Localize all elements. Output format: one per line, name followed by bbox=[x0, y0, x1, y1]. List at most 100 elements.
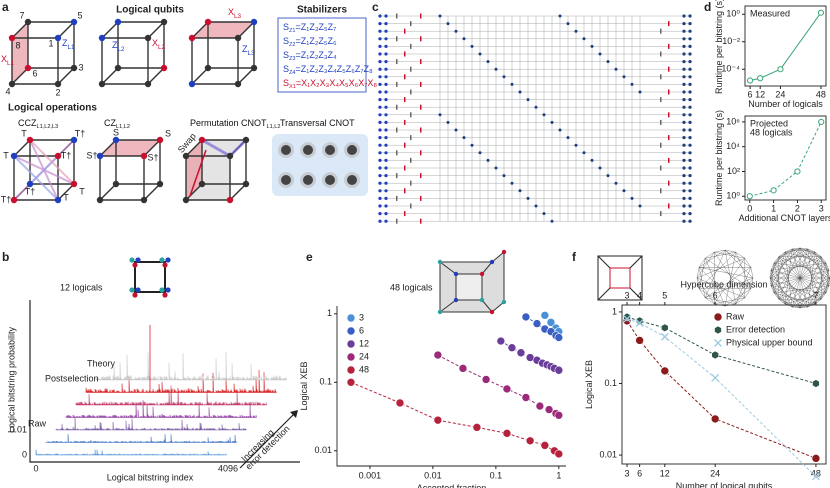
node bbox=[688, 105, 692, 109]
cube-edge bbox=[147, 21, 165, 39]
qubit bbox=[489, 309, 495, 315]
series-line bbox=[749, 121, 822, 197]
y-axis-label: Logical XEB bbox=[584, 360, 594, 409]
label-base: X bbox=[228, 7, 234, 17]
node bbox=[682, 90, 686, 94]
label-sub: Z3 bbox=[289, 56, 296, 62]
qubit bbox=[8, 34, 16, 42]
graph bbox=[814, 251, 822, 257]
cnot-dot bbox=[606, 60, 610, 64]
x-axis-label: Additional CNOT layers bbox=[739, 213, 830, 223]
y-tick-label: 0.01 bbox=[314, 445, 332, 455]
node bbox=[688, 128, 692, 132]
cnot-dot bbox=[518, 90, 522, 94]
node bbox=[688, 14, 692, 18]
gate-label: T bbox=[3, 150, 9, 160]
graph bbox=[784, 248, 793, 253]
qubit bbox=[24, 18, 32, 26]
node bbox=[688, 52, 692, 56]
graph bbox=[807, 270, 830, 308]
label-base: Permutation CNOT bbox=[190, 118, 267, 128]
node bbox=[688, 143, 692, 147]
graph bbox=[724, 288, 751, 307]
x2-tick-label: 7 bbox=[813, 290, 818, 300]
node bbox=[378, 143, 382, 147]
graph bbox=[724, 249, 751, 268]
trace-label: Postselection bbox=[45, 373, 99, 383]
graph bbox=[769, 256, 822, 279]
qubit bbox=[135, 257, 141, 263]
gate-label: S† bbox=[86, 150, 97, 160]
x-tick-label: 0.1 bbox=[490, 471, 503, 481]
panel-label: f bbox=[572, 250, 577, 264]
x2-tick-label: 5 bbox=[662, 290, 667, 300]
y-tick-label: 0.01 bbox=[9, 424, 27, 434]
legend-marker bbox=[714, 325, 722, 335]
cube-edge bbox=[143, 139, 161, 157]
qubit bbox=[96, 152, 104, 160]
cube-edge bbox=[11, 21, 29, 39]
graph bbox=[609, 267, 631, 289]
graph bbox=[705, 252, 715, 259]
gate-label: S† bbox=[147, 152, 158, 162]
gate-label: T bbox=[21, 128, 27, 138]
node bbox=[682, 174, 686, 178]
qubit bbox=[160, 64, 168, 72]
node bbox=[378, 189, 382, 193]
qubit bbox=[198, 136, 206, 144]
graph bbox=[778, 277, 830, 300]
y-tick-label: 1 bbox=[327, 308, 332, 318]
gate bbox=[404, 188, 406, 194]
node bbox=[384, 166, 388, 170]
marker bbox=[433, 350, 443, 360]
panel-label: d bbox=[704, 0, 711, 14]
node bbox=[682, 120, 686, 124]
node bbox=[384, 60, 388, 64]
x-tick-label: 0.001 bbox=[359, 471, 382, 481]
gate bbox=[404, 97, 406, 103]
label-sub: L1 bbox=[68, 44, 76, 51]
cnot-dot bbox=[566, 22, 570, 26]
node bbox=[682, 158, 686, 162]
gate bbox=[396, 195, 398, 201]
legend-label: 6 bbox=[359, 325, 364, 335]
cnot-dot bbox=[590, 158, 594, 162]
gate bbox=[410, 89, 412, 95]
node bbox=[682, 143, 686, 147]
qubit bbox=[96, 196, 104, 204]
spectrum-illustration bbox=[35, 449, 227, 456]
label-base: S bbox=[283, 64, 289, 74]
qubit bbox=[501, 249, 507, 255]
cube-edge bbox=[237, 21, 255, 39]
graph bbox=[784, 251, 793, 307]
y-axis-label: Runtime per bitstring (s) bbox=[714, 110, 724, 206]
graph bbox=[629, 255, 643, 269]
marker bbox=[546, 318, 556, 327]
node bbox=[384, 82, 388, 86]
label: SZ2=Z₁Z₂Z₅Z₆ bbox=[283, 36, 337, 48]
graph bbox=[769, 277, 772, 286]
graph bbox=[771, 285, 827, 294]
gate bbox=[420, 81, 422, 87]
node bbox=[384, 189, 388, 193]
node bbox=[378, 158, 382, 162]
spectrum-illustration bbox=[85, 369, 277, 393]
qubit bbox=[182, 152, 190, 160]
qubit bbox=[112, 136, 120, 144]
qubit bbox=[54, 80, 62, 88]
axis bbox=[29, 300, 300, 463]
node bbox=[682, 29, 686, 33]
cnot-dot bbox=[462, 136, 466, 140]
graph bbox=[597, 287, 611, 301]
gate bbox=[410, 180, 412, 186]
gate bbox=[396, 104, 398, 110]
node bbox=[384, 136, 388, 140]
marker bbox=[472, 423, 482, 432]
label-base: CCZ bbox=[18, 118, 37, 128]
graph bbox=[698, 258, 706, 289]
node bbox=[378, 181, 382, 185]
label-sub: L1,L2 bbox=[267, 124, 281, 130]
y-tick-label: 0.01 bbox=[599, 449, 617, 459]
qubit bbox=[70, 64, 78, 72]
graph bbox=[705, 267, 751, 298]
